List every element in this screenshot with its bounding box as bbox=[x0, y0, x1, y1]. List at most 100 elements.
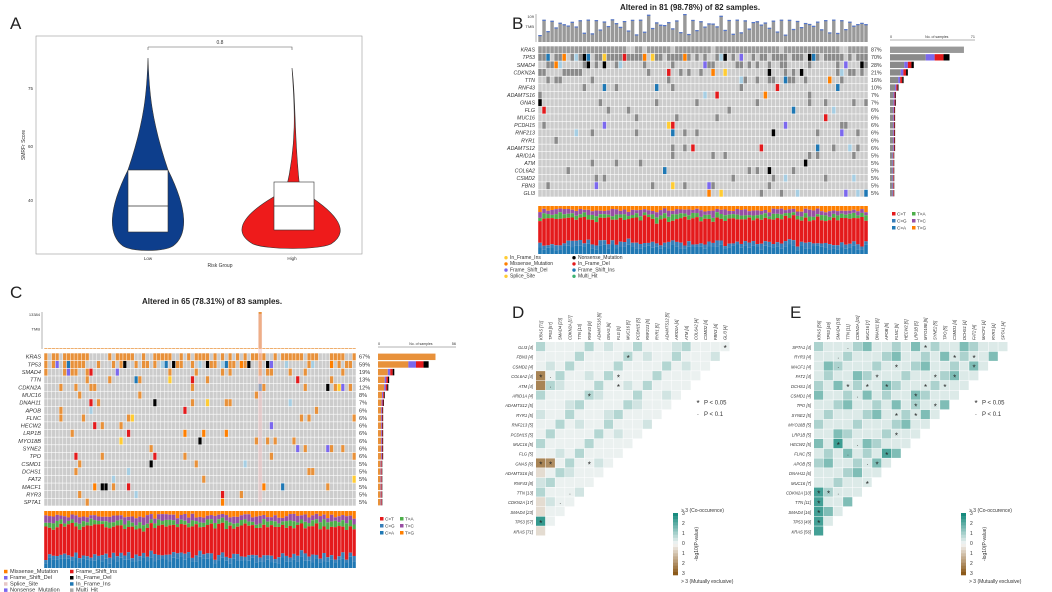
oncogrid-cell bbox=[655, 152, 659, 159]
oncogrid-cell bbox=[93, 361, 96, 368]
oncogrid-cell bbox=[558, 61, 562, 68]
oncogrid-cell bbox=[812, 182, 816, 189]
oncogrid-cell bbox=[266, 491, 269, 498]
snv-bar bbox=[322, 553, 325, 561]
oncogrid-cell bbox=[623, 175, 627, 182]
oncogrid-cell bbox=[631, 92, 635, 99]
snv-bar bbox=[157, 514, 160, 519]
oncogrid-cell bbox=[292, 453, 295, 460]
snv-bar bbox=[228, 563, 231, 568]
gene-freq-bar bbox=[890, 130, 893, 136]
snv-bar bbox=[735, 242, 739, 245]
snv-bar bbox=[562, 246, 566, 254]
oncogrid-cell bbox=[756, 61, 760, 68]
oncogrid-cell bbox=[191, 422, 194, 429]
oncogrid-cell bbox=[334, 384, 337, 391]
oncogrid-cell bbox=[78, 476, 81, 483]
oncogrid-cell bbox=[97, 445, 100, 452]
oncogrid-cell bbox=[319, 445, 322, 452]
oncogrid-cell bbox=[816, 190, 820, 197]
gene-freq-bar bbox=[381, 461, 382, 467]
gene-pct: 5% bbox=[359, 477, 367, 483]
oncogrid-cell bbox=[221, 399, 224, 406]
oncogrid-cell bbox=[217, 407, 220, 414]
oncogrid-cell bbox=[828, 77, 832, 84]
oncogrid-cell bbox=[832, 152, 836, 159]
oncogrid-cell bbox=[225, 453, 228, 460]
oncogrid-cell bbox=[583, 46, 587, 53]
oncogrid-cell bbox=[296, 499, 299, 506]
oncogrid-cell bbox=[270, 445, 273, 452]
oncogrid-cell bbox=[48, 476, 51, 483]
snv-bar bbox=[352, 511, 355, 519]
gene-freq-bar bbox=[383, 415, 384, 421]
row-gene-label: CSMD2 [4] bbox=[513, 364, 534, 369]
oncogrid-cell bbox=[856, 190, 860, 197]
oncogrid-cell bbox=[570, 61, 574, 68]
oncogrid-cell bbox=[112, 361, 115, 368]
variant-legend-swatch bbox=[70, 588, 74, 592]
tmb-bar bbox=[655, 22, 658, 42]
gene-pct: 13% bbox=[359, 378, 370, 384]
oncogrid-cell bbox=[82, 361, 85, 368]
tmb-bar-cap bbox=[828, 32, 831, 33]
snv-bar bbox=[727, 244, 731, 248]
oncogrid-cell bbox=[647, 152, 651, 159]
snv-bar bbox=[615, 209, 619, 214]
snv-bar bbox=[300, 550, 303, 556]
snv-bar bbox=[824, 248, 828, 254]
oncogrid-cell bbox=[578, 137, 582, 144]
oncogrid-cell bbox=[63, 483, 66, 490]
oncogrid-cell bbox=[756, 92, 760, 99]
oncogrid-cell bbox=[86, 422, 89, 429]
oncogrid-cell bbox=[153, 361, 156, 368]
snv-bar bbox=[832, 218, 836, 245]
oncogrid-cell bbox=[707, 175, 711, 182]
tmb-bar bbox=[671, 28, 674, 42]
oncogrid-cell bbox=[760, 114, 764, 121]
variant-legend-swatch bbox=[70, 576, 74, 580]
snv-bar bbox=[768, 219, 772, 242]
oncogrid-cell bbox=[240, 407, 243, 414]
oncogrid-cell bbox=[289, 392, 292, 399]
oncogrid-cell bbox=[217, 384, 220, 391]
oncogrid-cell bbox=[274, 399, 277, 406]
oncogrid-cell bbox=[270, 353, 273, 360]
oncogrid-cell bbox=[562, 46, 566, 53]
oncogrid-cell bbox=[546, 114, 550, 121]
oncogrid-cell bbox=[240, 392, 243, 399]
snv-bar bbox=[221, 518, 224, 523]
snv-bar bbox=[760, 244, 764, 250]
heatmap-cell bbox=[575, 381, 584, 390]
oncogrid-cell bbox=[67, 453, 70, 460]
oncogrid-cell bbox=[86, 361, 89, 368]
oncogrid-cell bbox=[183, 453, 186, 460]
oncogrid-cell bbox=[695, 77, 699, 84]
oncogrid-cell bbox=[304, 399, 307, 406]
oncogrid-cell bbox=[150, 476, 153, 483]
snv-bar bbox=[296, 562, 299, 568]
oncogrid-cell bbox=[157, 476, 160, 483]
oncogrid-cell bbox=[727, 107, 731, 114]
snv-bar bbox=[258, 528, 261, 558]
oncogrid-cell bbox=[848, 129, 852, 136]
oncogrid-cell bbox=[607, 190, 611, 197]
oncogrid-cell bbox=[307, 407, 310, 414]
oncogrid-cell bbox=[808, 61, 812, 68]
oncogrid-cell bbox=[615, 190, 619, 197]
oncogrid-cell bbox=[292, 422, 295, 429]
tmb-bar bbox=[627, 30, 630, 42]
oncogrid-cell bbox=[262, 384, 265, 391]
oncogrid-cell bbox=[820, 190, 824, 197]
oncogrid-cell bbox=[311, 384, 314, 391]
oncogrid-cell bbox=[187, 353, 190, 360]
snv-bar bbox=[213, 563, 216, 568]
snv-bar bbox=[119, 553, 122, 558]
oncogrid-cell bbox=[852, 122, 856, 129]
snv-bar bbox=[591, 211, 595, 215]
oncogrid-cell bbox=[86, 453, 89, 460]
oncogrid-cell bbox=[639, 129, 643, 136]
oncogrid-cell bbox=[848, 107, 852, 114]
oncogrid-cell bbox=[247, 376, 250, 383]
oncogrid-cell bbox=[142, 445, 145, 452]
